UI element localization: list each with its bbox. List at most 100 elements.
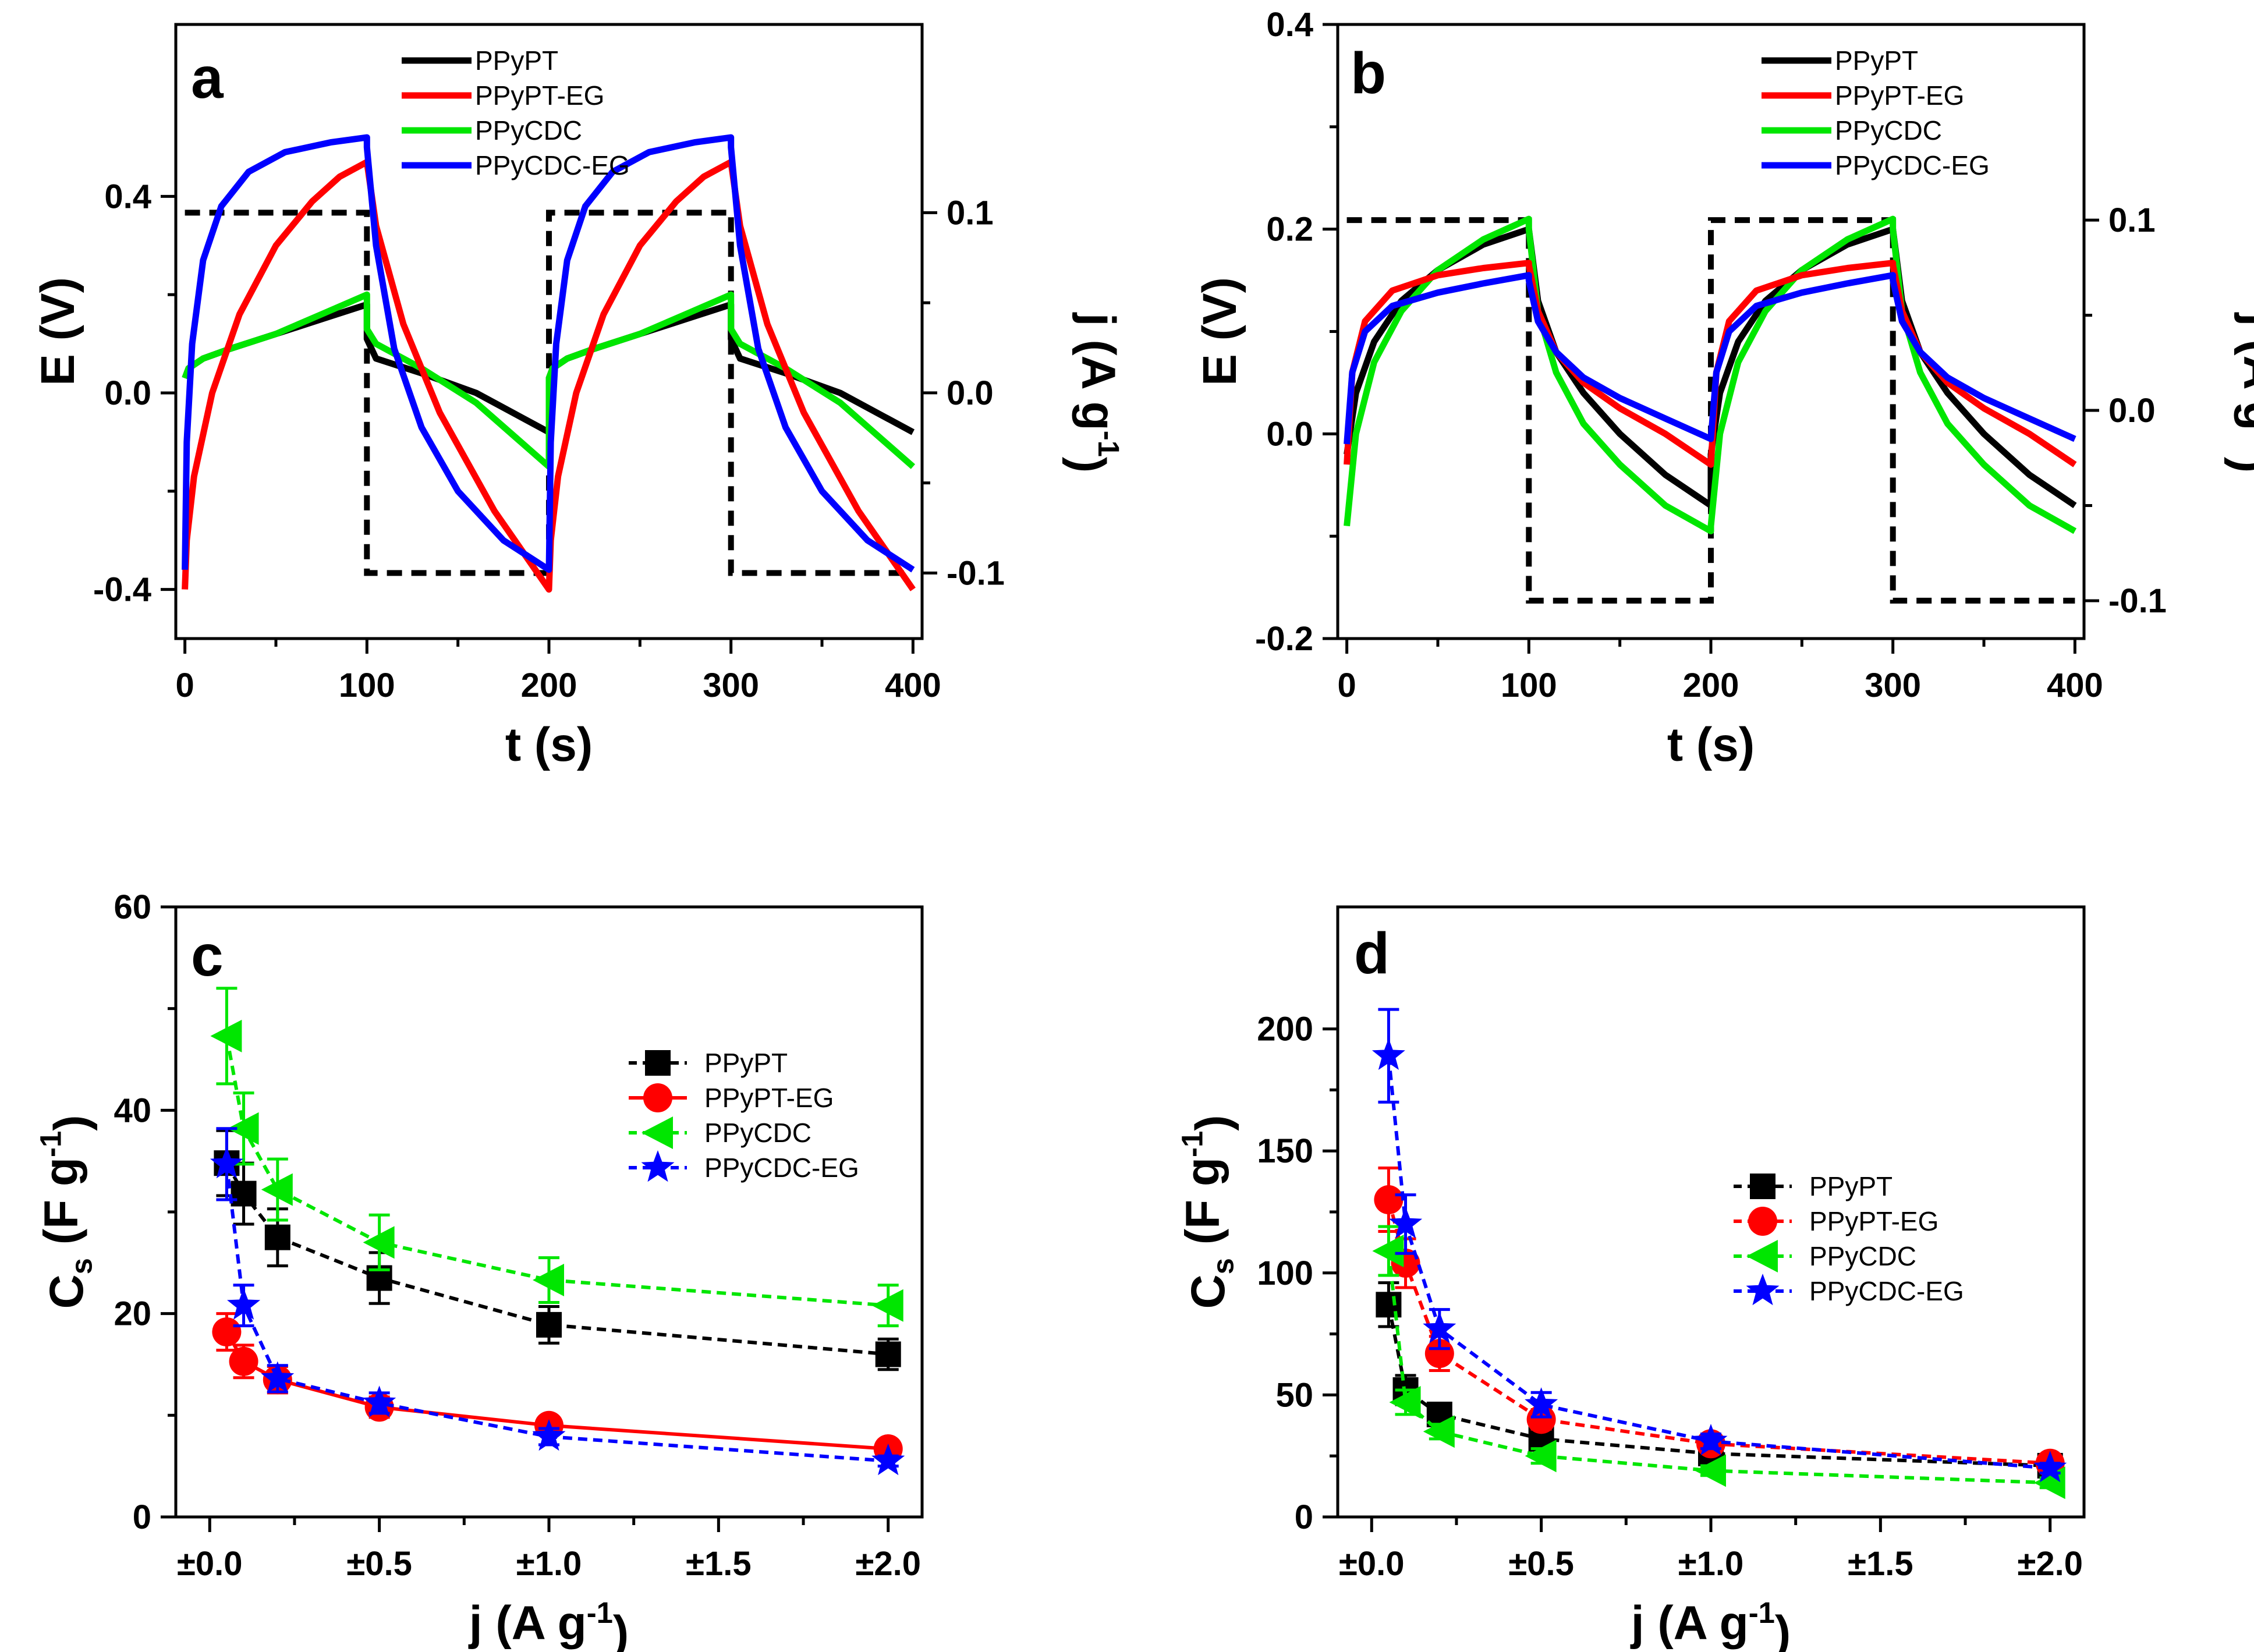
- x-tick-label: ±1.5: [686, 1545, 751, 1583]
- legend-label: PPyCDC: [475, 115, 582, 146]
- data-point: [1694, 1424, 1728, 1456]
- data-point: [363, 1226, 395, 1259]
- data-point: [261, 1173, 293, 1206]
- x-tick-label: ±2.0: [2017, 1545, 2082, 1583]
- y-tick-label: 0.0: [104, 374, 151, 412]
- x-axis-title: j (A g-1): [1630, 1596, 1791, 1652]
- y2-tick-label: -0.1: [947, 554, 1005, 592]
- panel-letter: d: [1354, 921, 1390, 986]
- y-tick-label: 40: [114, 1091, 151, 1129]
- legend: PPyPT PPyPT-EG PPyCDC PPyCDC-EG: [402, 45, 630, 180]
- x-axis-title: j (A g-1): [468, 1596, 629, 1652]
- data-point: [536, 1311, 562, 1338]
- y2-tick-label: 0.1: [947, 194, 994, 232]
- y2-tick-label: 0.1: [2108, 201, 2156, 239]
- panel-c: ±0.0 ±0.5 ±1.0 ±1.5 ±2.0 0 20 40 60 j (A g-1) Cs (…: [34, 888, 924, 1652]
- legend-marker: [642, 1116, 673, 1149]
- x-tick-label: ±2.0: [855, 1545, 920, 1583]
- y2-axis-title: j (A g-1): [2224, 312, 2254, 473]
- y2-axis-title: j (A g-1): [1062, 312, 1125, 473]
- x-tick-label: 200: [1683, 667, 1739, 704]
- current-step-line: [185, 210, 913, 576]
- series-PPyCDC-EG: [1371, 1008, 2067, 1483]
- legend-label: PPyPT: [475, 45, 558, 76]
- data-point: [1525, 1440, 1557, 1473]
- y-tick-label: 0.2: [1266, 211, 1313, 249]
- x-axis-title: t (s): [505, 718, 593, 771]
- y-tick-label: 0.4: [1266, 6, 1313, 44]
- y-tick-label: -0.2: [1255, 620, 1313, 658]
- data-point: [231, 1180, 257, 1207]
- data-point: [871, 1443, 905, 1476]
- series-line: [1387, 1304, 2050, 1467]
- data-point: [532, 1419, 566, 1451]
- data-point: [261, 1361, 295, 1393]
- series-line: [225, 1164, 888, 1463]
- legend-label: PPyCDC: [1809, 1241, 1916, 1271]
- x-tick-label: 300: [703, 667, 759, 704]
- y-tick-label: 200: [1257, 1011, 1313, 1048]
- legend: PPyPT PPyPT-EG PPyCDC PPyCDC-EG: [1762, 45, 1990, 180]
- y-tick-label: 0: [1295, 1498, 1313, 1536]
- data-point: [1374, 1185, 1404, 1215]
- data-point: [1423, 1311, 1456, 1343]
- x-tick-label: 100: [1501, 667, 1557, 704]
- legend-marker: [645, 1050, 671, 1076]
- x-tick-label: ±1.0: [1678, 1545, 1743, 1583]
- legend-marker: [1748, 1207, 1777, 1236]
- y-tick-label: 50: [1275, 1376, 1313, 1414]
- y-tick-label: 0: [133, 1498, 151, 1536]
- panel-letter: b: [1351, 41, 1386, 106]
- data-point: [210, 1019, 242, 1052]
- panel-a: 0 100 200 300 400 -0.4 0.0 0.4 -0.1 0.0 0.1 j (A g-…: [31, 23, 1125, 771]
- data-point: [264, 1224, 290, 1250]
- series-line: [1387, 1199, 2050, 1465]
- data-point: [227, 1112, 259, 1145]
- data-point: [229, 1346, 258, 1376]
- legend-marker: [1750, 1174, 1775, 1199]
- legend: PPyPT PPyPT-EG PPyCDC PPyCDC-EG: [1734, 1171, 1964, 1306]
- data-point: [533, 1264, 564, 1297]
- legend-label: PPyPT: [1809, 1171, 1892, 1201]
- legend-label: PPyCDC: [704, 1118, 811, 1148]
- x-tick-label: 400: [2047, 667, 2103, 704]
- legend-label: PPyPT: [704, 1048, 788, 1078]
- legend-marker: [1746, 1240, 1778, 1272]
- series-PPyCDC-EG: [182, 134, 915, 573]
- data-point: [1389, 1385, 1421, 1419]
- y-axis-title: Cs (F g-1): [34, 1115, 98, 1309]
- y-tick-label: 0.4: [104, 178, 151, 215]
- series-PPyCDC: [1372, 1225, 2065, 1499]
- y2-tick-label: 0.0: [2108, 392, 2156, 430]
- series-PPyPT-EG: [1374, 1167, 2065, 1478]
- y-tick-label: 150: [1257, 1132, 1313, 1170]
- data-point: [1389, 1207, 1423, 1239]
- data-point: [1695, 1454, 1726, 1487]
- y2-tick-label: -0.1: [2108, 582, 2167, 620]
- legend-label: PPyCDC-EG: [704, 1153, 859, 1183]
- legend-label: PPyCDC: [1835, 115, 1942, 146]
- y-axis-title: Cs (F g-1): [1176, 1115, 1240, 1309]
- x-tick-label: ±1.5: [1848, 1545, 1913, 1583]
- x-tick-label: ±1.0: [516, 1545, 582, 1583]
- x-tick-label: ±0.5: [346, 1545, 412, 1583]
- panel-b: 0 100 200 300 400 -0.2 0.0 0.2 0.4 -0.1 0.0 0.1 j (A…: [1193, 6, 2254, 771]
- panel-letter: c: [191, 923, 224, 988]
- y-tick-label: 60: [114, 888, 151, 926]
- legend-label: PPyCDC-EG: [1809, 1276, 1964, 1306]
- y-tick-label: 20: [114, 1295, 151, 1333]
- series-PPyCDC-EG: [1344, 272, 2076, 445]
- series-line: [182, 134, 915, 573]
- legend-label: PPyCDC-EG: [475, 150, 630, 180]
- x-tick-label: ±0.5: [1508, 1545, 1573, 1583]
- legend-label: PPyCDC-EG: [1835, 150, 1990, 180]
- legend-marker: [641, 1150, 675, 1182]
- legend-marker: [643, 1083, 672, 1112]
- data-point: [1423, 1415, 1455, 1448]
- legend-label: PPyPT: [1835, 45, 1918, 76]
- y2-tick-label: 0.0: [947, 374, 994, 412]
- y-tick-label: -0.4: [93, 571, 151, 609]
- x-tick-label: ±0.0: [177, 1545, 242, 1583]
- data-point: [1372, 1235, 1404, 1268]
